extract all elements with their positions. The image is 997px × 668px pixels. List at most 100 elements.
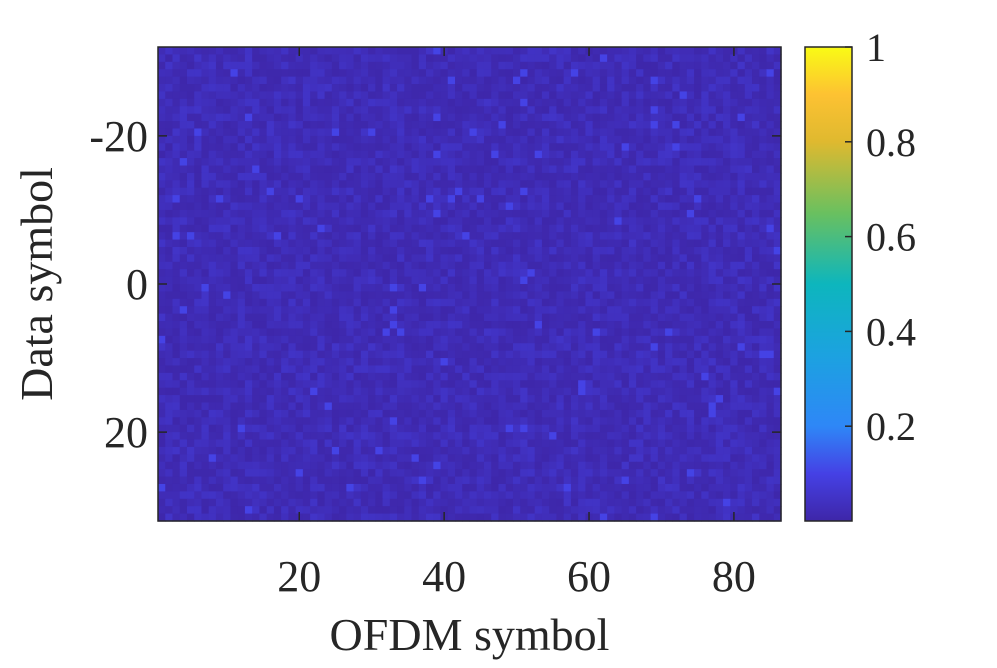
heatmap-cell bbox=[360, 291, 369, 300]
heatmap-cell bbox=[483, 372, 492, 381]
heatmap-cell bbox=[723, 98, 731, 107]
heatmap-cell bbox=[773, 135, 782, 144]
heatmap-cell bbox=[715, 217, 724, 226]
heatmap-cell bbox=[483, 439, 492, 448]
heatmap-cell bbox=[208, 469, 217, 478]
heatmap-cell bbox=[534, 254, 543, 263]
heatmap-cell bbox=[621, 365, 630, 374]
heatmap-cell bbox=[411, 424, 420, 433]
heatmap-cell bbox=[723, 158, 731, 167]
heatmap-cell bbox=[360, 232, 369, 241]
heatmap-cell bbox=[650, 269, 659, 278]
heatmap-cell bbox=[491, 47, 500, 56]
heatmap-cell bbox=[650, 143, 659, 152]
heatmap-cell bbox=[773, 439, 782, 448]
heatmap-cell bbox=[672, 76, 681, 85]
heatmap-cell bbox=[462, 313, 471, 322]
heatmap-cell bbox=[252, 380, 261, 389]
heatmap-cell bbox=[353, 209, 362, 218]
heatmap-cell bbox=[223, 372, 232, 381]
heatmap-cell bbox=[158, 306, 166, 315]
heatmap-cell bbox=[252, 454, 261, 463]
heatmap-cell bbox=[360, 180, 369, 189]
heatmap-cell bbox=[252, 98, 261, 107]
heatmap-cell bbox=[679, 409, 688, 418]
heatmap-cell bbox=[346, 276, 355, 285]
heatmap-cell bbox=[636, 284, 644, 293]
heatmap-cell bbox=[288, 246, 297, 255]
heatmap-cell bbox=[382, 276, 391, 285]
heatmap-cell bbox=[570, 165, 579, 174]
heatmap-cell bbox=[592, 402, 601, 411]
heatmap-cell bbox=[469, 461, 478, 470]
heatmap-cell bbox=[426, 121, 434, 130]
heatmap-cell bbox=[570, 76, 579, 85]
heatmap-cell bbox=[766, 261, 775, 270]
heatmap-cell bbox=[252, 246, 261, 255]
heatmap-cell bbox=[476, 202, 485, 211]
heatmap-cell bbox=[556, 298, 565, 307]
heatmap-cell bbox=[375, 106, 384, 115]
heatmap-cell bbox=[368, 128, 376, 137]
heatmap-cell bbox=[505, 306, 514, 315]
heatmap-cell bbox=[476, 313, 485, 322]
heatmap-cell bbox=[773, 432, 782, 441]
heatmap-cell bbox=[686, 232, 695, 241]
heatmap-cell bbox=[201, 113, 210, 122]
heatmap-cell bbox=[585, 209, 594, 218]
heatmap-cell bbox=[534, 91, 543, 100]
heatmap-cell bbox=[527, 350, 536, 359]
heatmap-cell bbox=[346, 350, 355, 359]
heatmap-cell bbox=[172, 143, 181, 152]
heatmap-cell bbox=[397, 202, 405, 211]
heatmap-cell bbox=[223, 446, 232, 455]
heatmap-cell bbox=[404, 298, 413, 307]
heatmap-cell bbox=[737, 306, 746, 315]
heatmap-cell bbox=[643, 158, 652, 167]
heatmap-cell bbox=[520, 343, 529, 352]
heatmap-cell bbox=[715, 380, 724, 389]
heatmap-cell bbox=[172, 254, 181, 263]
heatmap-cell bbox=[491, 98, 500, 107]
heatmap-cell bbox=[520, 47, 529, 56]
heatmap-cell bbox=[165, 61, 174, 70]
heatmap-cell bbox=[563, 172, 572, 181]
heatmap-cell bbox=[208, 335, 217, 344]
heatmap-cell bbox=[599, 372, 608, 381]
heatmap-cell bbox=[375, 209, 384, 218]
heatmap-cell bbox=[172, 358, 181, 367]
heatmap-cell bbox=[723, 343, 731, 352]
heatmap-cell bbox=[520, 254, 529, 263]
heatmap-cell bbox=[621, 239, 630, 248]
heatmap-cell bbox=[346, 269, 355, 278]
heatmap-cell bbox=[483, 224, 492, 233]
heatmap-cell bbox=[179, 350, 188, 359]
heatmap-cell bbox=[694, 335, 702, 344]
heatmap-cell bbox=[310, 69, 318, 78]
heatmap-cell bbox=[759, 306, 768, 315]
heatmap-cell bbox=[592, 54, 601, 63]
heatmap-cell bbox=[353, 113, 362, 122]
heatmap-cell bbox=[302, 84, 311, 93]
heatmap-cell bbox=[252, 291, 261, 300]
heatmap-cell bbox=[541, 54, 550, 63]
heatmap-cell bbox=[773, 417, 782, 426]
heatmap-cell bbox=[165, 121, 174, 130]
heatmap-cell bbox=[498, 469, 507, 478]
heatmap-cell bbox=[563, 395, 572, 404]
heatmap-cell bbox=[455, 284, 463, 293]
heatmap-cell bbox=[266, 69, 275, 78]
heatmap-cell bbox=[375, 180, 384, 189]
heatmap-cell bbox=[230, 439, 239, 448]
heatmap-cell bbox=[455, 335, 463, 344]
heatmap-cell bbox=[527, 372, 536, 381]
heatmap-cell bbox=[397, 328, 405, 337]
heatmap-cell bbox=[288, 143, 297, 152]
heatmap-cell bbox=[665, 461, 673, 470]
heatmap-cell bbox=[766, 358, 775, 367]
heatmap-cell bbox=[723, 454, 731, 463]
heatmap-cell bbox=[455, 84, 463, 93]
heatmap-cell bbox=[404, 261, 413, 270]
heatmap-cell bbox=[339, 469, 347, 478]
heatmap-cell bbox=[744, 284, 753, 293]
